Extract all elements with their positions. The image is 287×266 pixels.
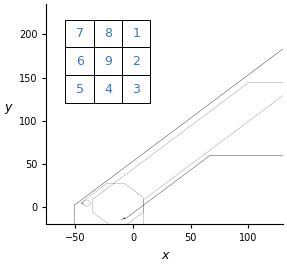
Bar — [94, 20, 122, 47]
X-axis label: x: x — [161, 249, 168, 262]
Bar — [122, 47, 150, 75]
Text: 1: 1 — [132, 27, 140, 40]
Bar — [65, 47, 94, 75]
Text: 7: 7 — [75, 27, 84, 40]
Y-axis label: y: y — [4, 101, 11, 114]
Bar — [122, 20, 150, 47]
Text: 9: 9 — [104, 55, 112, 68]
Text: 6: 6 — [76, 55, 84, 68]
Text: 4: 4 — [104, 83, 112, 96]
Bar — [94, 75, 122, 103]
Text: 2: 2 — [132, 55, 140, 68]
Text: 3: 3 — [132, 83, 140, 96]
Bar — [122, 75, 150, 103]
Bar — [65, 20, 94, 47]
Bar — [94, 47, 122, 75]
Text: 8: 8 — [104, 27, 112, 40]
Text: 5: 5 — [75, 83, 84, 96]
Bar — [65, 75, 94, 103]
